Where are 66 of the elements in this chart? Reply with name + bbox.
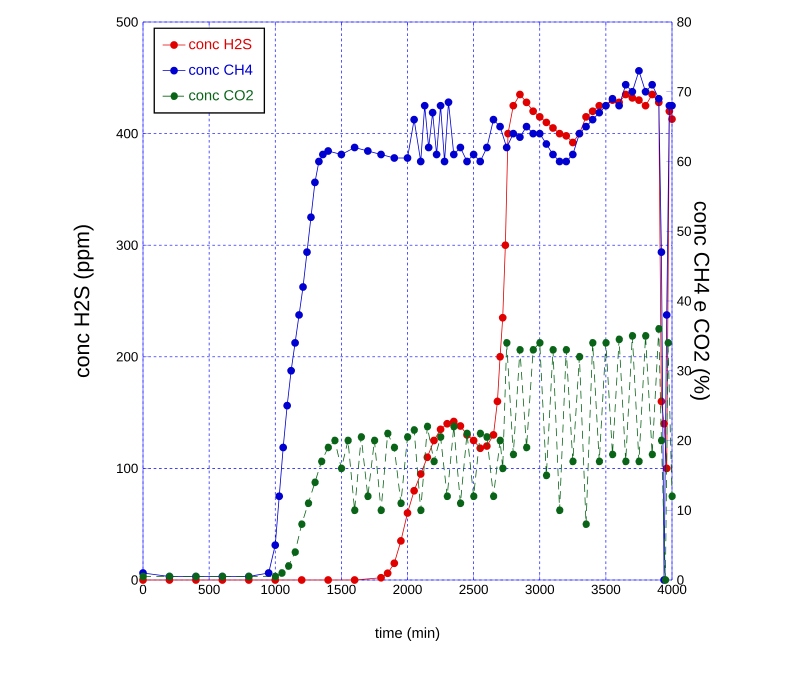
y2-tick-label: 60 xyxy=(677,156,692,166)
y-axis-title: conc H2S (ppm) xyxy=(74,225,94,378)
point xyxy=(635,96,643,104)
point xyxy=(588,107,597,116)
point xyxy=(498,314,507,322)
point xyxy=(490,431,498,439)
point xyxy=(556,130,564,138)
y-tick-label: 500 xyxy=(116,17,138,27)
legend-label: conc H2S xyxy=(189,38,252,50)
point xyxy=(390,559,398,568)
x-tick-label: 2000 xyxy=(393,584,422,594)
y2-tick-label: 40 xyxy=(677,296,692,306)
point xyxy=(436,425,444,434)
x-tick-label: 4000 xyxy=(657,584,686,594)
legend-label: conc CO2 xyxy=(189,90,253,100)
y-tick-label: 100 xyxy=(117,464,138,474)
x-tick-label: 0 xyxy=(140,584,146,594)
point xyxy=(377,574,385,582)
point xyxy=(542,118,550,126)
point xyxy=(410,486,418,495)
y2-tick-label: 50 xyxy=(677,226,692,236)
y2-axis-title: conc CH4 e CO2 (%) xyxy=(690,202,710,400)
point xyxy=(568,138,577,146)
point xyxy=(443,420,452,428)
point xyxy=(522,98,530,106)
point xyxy=(470,436,478,444)
point xyxy=(482,442,491,450)
x-axis-title: time (min) xyxy=(375,627,440,641)
x-tick-label: 500 xyxy=(198,584,220,594)
y2-tick-label: 70 xyxy=(677,87,692,96)
point xyxy=(496,352,504,361)
x-tick-label: 3000 xyxy=(525,584,554,594)
point xyxy=(456,422,464,430)
x-tick-label: 1000 xyxy=(261,584,290,594)
y-tick-label: 200 xyxy=(116,352,138,362)
y-tick-label: 400 xyxy=(116,128,138,138)
point xyxy=(324,576,332,584)
x-tick-label: 3500 xyxy=(592,584,620,594)
y2-tick-label: 80 xyxy=(677,17,692,27)
point xyxy=(404,509,412,517)
y2-tick-label: 20 xyxy=(677,436,692,446)
point xyxy=(298,576,306,584)
y-tick-label: 0 xyxy=(131,575,138,585)
y-tick-label: 300 xyxy=(116,240,138,250)
point xyxy=(529,107,538,116)
point xyxy=(494,398,502,406)
point xyxy=(509,102,518,110)
point xyxy=(502,241,510,250)
point xyxy=(582,112,590,121)
point xyxy=(549,124,557,132)
point xyxy=(350,576,358,584)
y2-tick-label: 0 xyxy=(677,575,684,585)
x-tick-label: 1500 xyxy=(328,584,356,594)
point xyxy=(648,90,656,98)
legend-label: conc CH4 xyxy=(189,64,252,75)
point xyxy=(642,102,650,110)
point xyxy=(536,112,544,121)
point xyxy=(416,470,425,478)
point xyxy=(562,132,570,140)
point xyxy=(384,569,392,578)
y2-tick-label: 10 xyxy=(678,506,692,515)
point xyxy=(397,537,405,545)
point xyxy=(516,90,524,98)
y2-tick-label: 30 xyxy=(677,366,692,376)
x-tick-label: 2500 xyxy=(459,584,488,594)
point xyxy=(430,436,438,444)
